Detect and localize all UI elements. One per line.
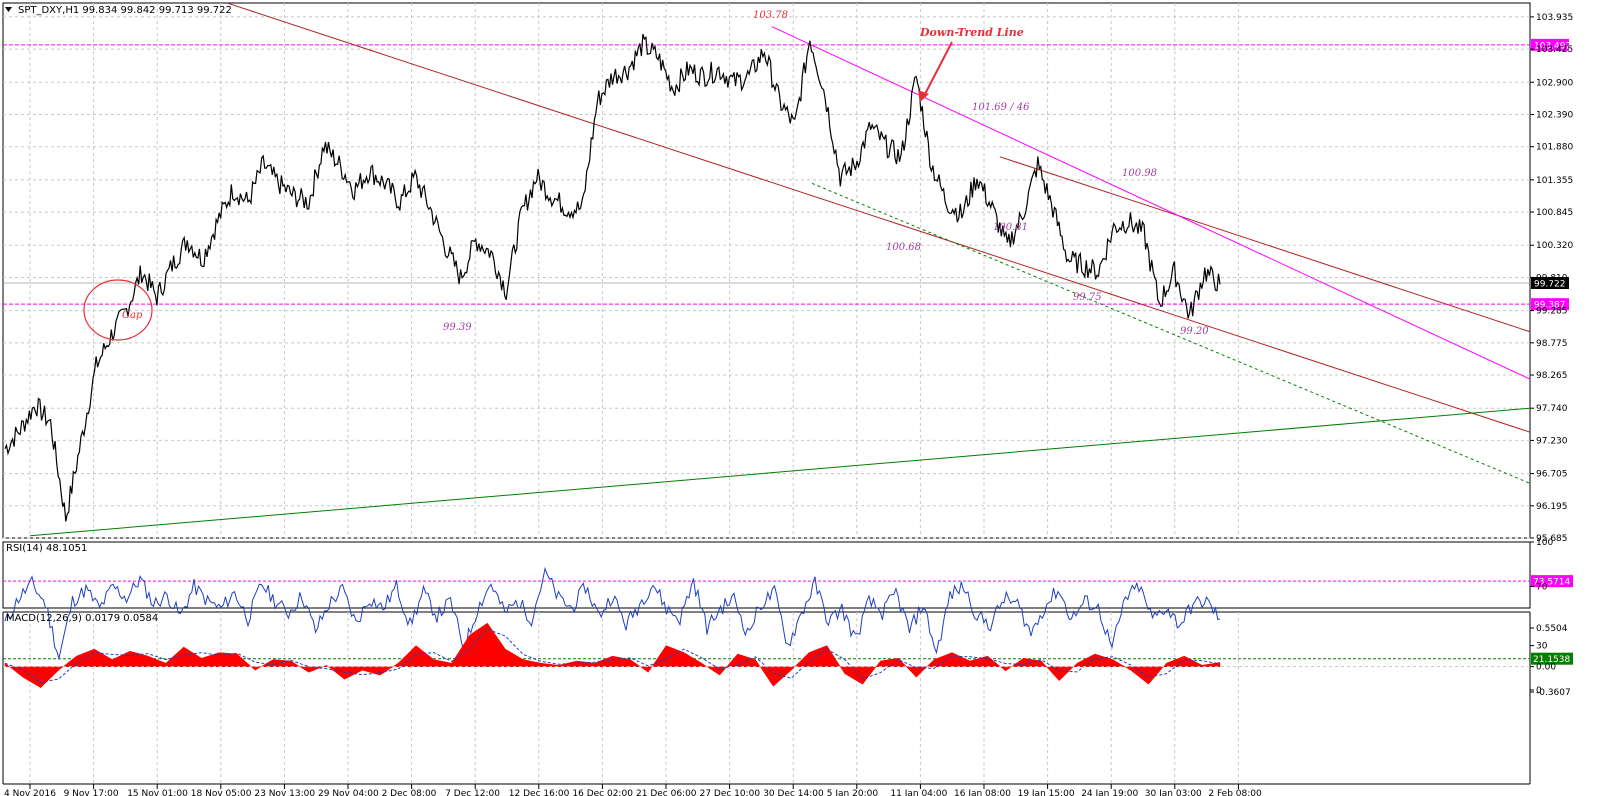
price-y-tick-label: 96.195 (1536, 502, 1568, 512)
price-line (4, 33, 1221, 522)
panel-frames (2, 2, 1531, 785)
rsi-levels: 73.5714 21.1538 (3, 575, 1573, 665)
price-y-tick-label: 102.900 (1536, 78, 1573, 88)
time-tick-label: 16 Dec 02:00 (572, 789, 633, 796)
price-panel-frame (2, 2, 1531, 539)
price-y-tick-label: 103.935 (1536, 13, 1573, 23)
rsi-level-label: 21.1538 (1533, 655, 1570, 665)
price-panel-title: SPT_DXY,H1 99.834 99.842 99.713 99.722 (18, 5, 232, 16)
down-trend-line (771, 26, 1531, 380)
rsi-level-tag (1531, 575, 1573, 588)
down-trend-arrow (923, 41, 953, 97)
down-channel-lower-line (999, 156, 1531, 333)
time-tick-label: 23 Nov 13:00 (254, 789, 315, 796)
macd-y-tick-label: 0.5504 (1536, 624, 1568, 634)
price-y-tick-label: 100.845 (1536, 208, 1573, 218)
price-annotations: 103.78 Down-Trend Line 101.69 / 46 100.98 10… (83, 10, 1209, 341)
price-level-label: 103.492 (1534, 41, 1571, 51)
time-tick-label: 2 Dec 08:00 (382, 789, 437, 796)
gap-circle (83, 279, 153, 341)
time-tick-label: 27 Dec 10:00 (700, 789, 761, 796)
macd-panel-area (3, 612, 1530, 784)
time-tick-label: 12 Dec 16:00 (509, 789, 570, 796)
support-dashed-line (811, 182, 1531, 484)
macd-series (3, 622, 1530, 689)
price-annotation: 99.75 (1073, 292, 1102, 303)
down-channel-upper-line (227, 2, 1531, 433)
price-y-tick-label: 96.705 (1536, 470, 1568, 480)
price-series (4, 33, 1221, 522)
time-tick-label: 24 Jan 19:00 (1081, 789, 1138, 796)
time-tick-label: 2 Feb 08:00 (1208, 789, 1262, 796)
time-tick-label: 29 Nov 04:00 (318, 789, 379, 796)
price-annotation: 100.68 (886, 242, 921, 253)
rsi-y-tick-label: 100 (1536, 538, 1553, 548)
price-y-tick-label: 103.425 (1536, 45, 1573, 55)
macd-y-axis: 0.5504 0.00 -0.3607 (1530, 624, 1571, 698)
price-annotation: 101.69 / 46 (972, 102, 1030, 113)
rsi-y-tick-label: 30 (1536, 642, 1548, 652)
current-price-tag (1531, 277, 1569, 290)
price-y-tick-label: 101.880 (1536, 143, 1573, 153)
price-horizontal-levels: 103.492 99.387 99.722 (3, 38, 1571, 311)
price-y-tick-label: 97.230 (1536, 436, 1568, 446)
rsi-level-label: 73.5714 (1533, 578, 1570, 588)
price-annotation: 103.78 (753, 10, 788, 21)
price-level-tag (1531, 38, 1569, 51)
time-tick-label: 18 Nov 05:00 (191, 789, 252, 796)
price-y-axis: 103.935 103.425 102.900 102.390 101.880 101.3… (1530, 13, 1573, 544)
grid-lines (3, 3, 1530, 784)
macd-histogram (4, 622, 1221, 689)
time-tick-label: 7 Dec 12:00 (445, 789, 500, 796)
rsi-series (4, 566, 1221, 661)
time-tick-label: 9 Nov 17:00 (64, 789, 119, 796)
price-y-tick-label: 95.685 (1536, 534, 1568, 544)
macd-y-tick-label: -0.3607 (1536, 688, 1571, 698)
time-tick-label: 30 Jan 03:00 (1145, 789, 1202, 796)
price-annotation: 100.81 (993, 222, 1028, 233)
time-tick-label: 4 Nov 2016 (4, 789, 56, 796)
rsi-y-axis: 100 70 30 0 (1530, 538, 1553, 696)
price-level-tag (1531, 298, 1569, 311)
price-annotation: 99.20 (1180, 326, 1209, 337)
time-tick-label: 19 Jan 15:00 (1018, 789, 1075, 796)
price-y-tick-label: 99.810 (1536, 273, 1568, 283)
macd-signal-line (4, 628, 1221, 684)
price-annotation: 99.39 (443, 322, 472, 333)
price-y-tick-label: 100.320 (1536, 241, 1573, 251)
time-tick-label: 30 Dec 14:00 (763, 789, 824, 796)
time-tick-label: 5 Jan 20:00 (827, 789, 879, 796)
time-tick-label: 11 Jan 04:00 (890, 789, 947, 796)
price-y-tick-label: 97.740 (1536, 404, 1568, 414)
price-y-tick-label: 101.355 (1536, 176, 1573, 186)
arrow-head-icon (918, 90, 929, 102)
price-y-tick-label: 98.775 (1536, 339, 1568, 349)
price-y-tick-label: 99.285 (1536, 307, 1568, 317)
price-level-label: 99.387 (1534, 301, 1566, 311)
price-annotation: Gap (122, 310, 143, 321)
long-term-support-line (29, 407, 1531, 537)
rsi-level-tag (1531, 652, 1573, 665)
trend-lines (29, 2, 1531, 537)
panel-menu-triangle-icon[interactable] (5, 7, 12, 12)
macd-y-tick-label: 0.00 (1536, 663, 1556, 673)
price-y-tick-label: 98.265 (1536, 371, 1568, 381)
rsi-panel-title: RSI(14) 48.1051 (6, 543, 87, 554)
price-annotation: 100.98 (1122, 168, 1157, 179)
time-axis: 4 Nov 2016 9 Nov 17:00 15 Nov 01:00 18 Nov … (4, 784, 1262, 796)
price-annotation: Down-Trend Line (919, 26, 1024, 39)
rsi-y-tick-label: 0 (1536, 686, 1542, 696)
time-tick-label: 15 Nov 01:00 (127, 789, 188, 796)
rsi-line (4, 566, 1221, 661)
macd-panel-title: MACD(12,26,9) 0.0179 0.0584 (6, 613, 158, 624)
rsi-y-tick-label: 70 (1536, 582, 1548, 592)
price-y-tick-label: 102.390 (1536, 110, 1573, 120)
time-tick-label: 21 Dec 06:00 (636, 789, 697, 796)
current-price-label: 99.722 (1534, 280, 1566, 290)
time-tick-label: 16 Jan 08:00 (954, 789, 1011, 796)
